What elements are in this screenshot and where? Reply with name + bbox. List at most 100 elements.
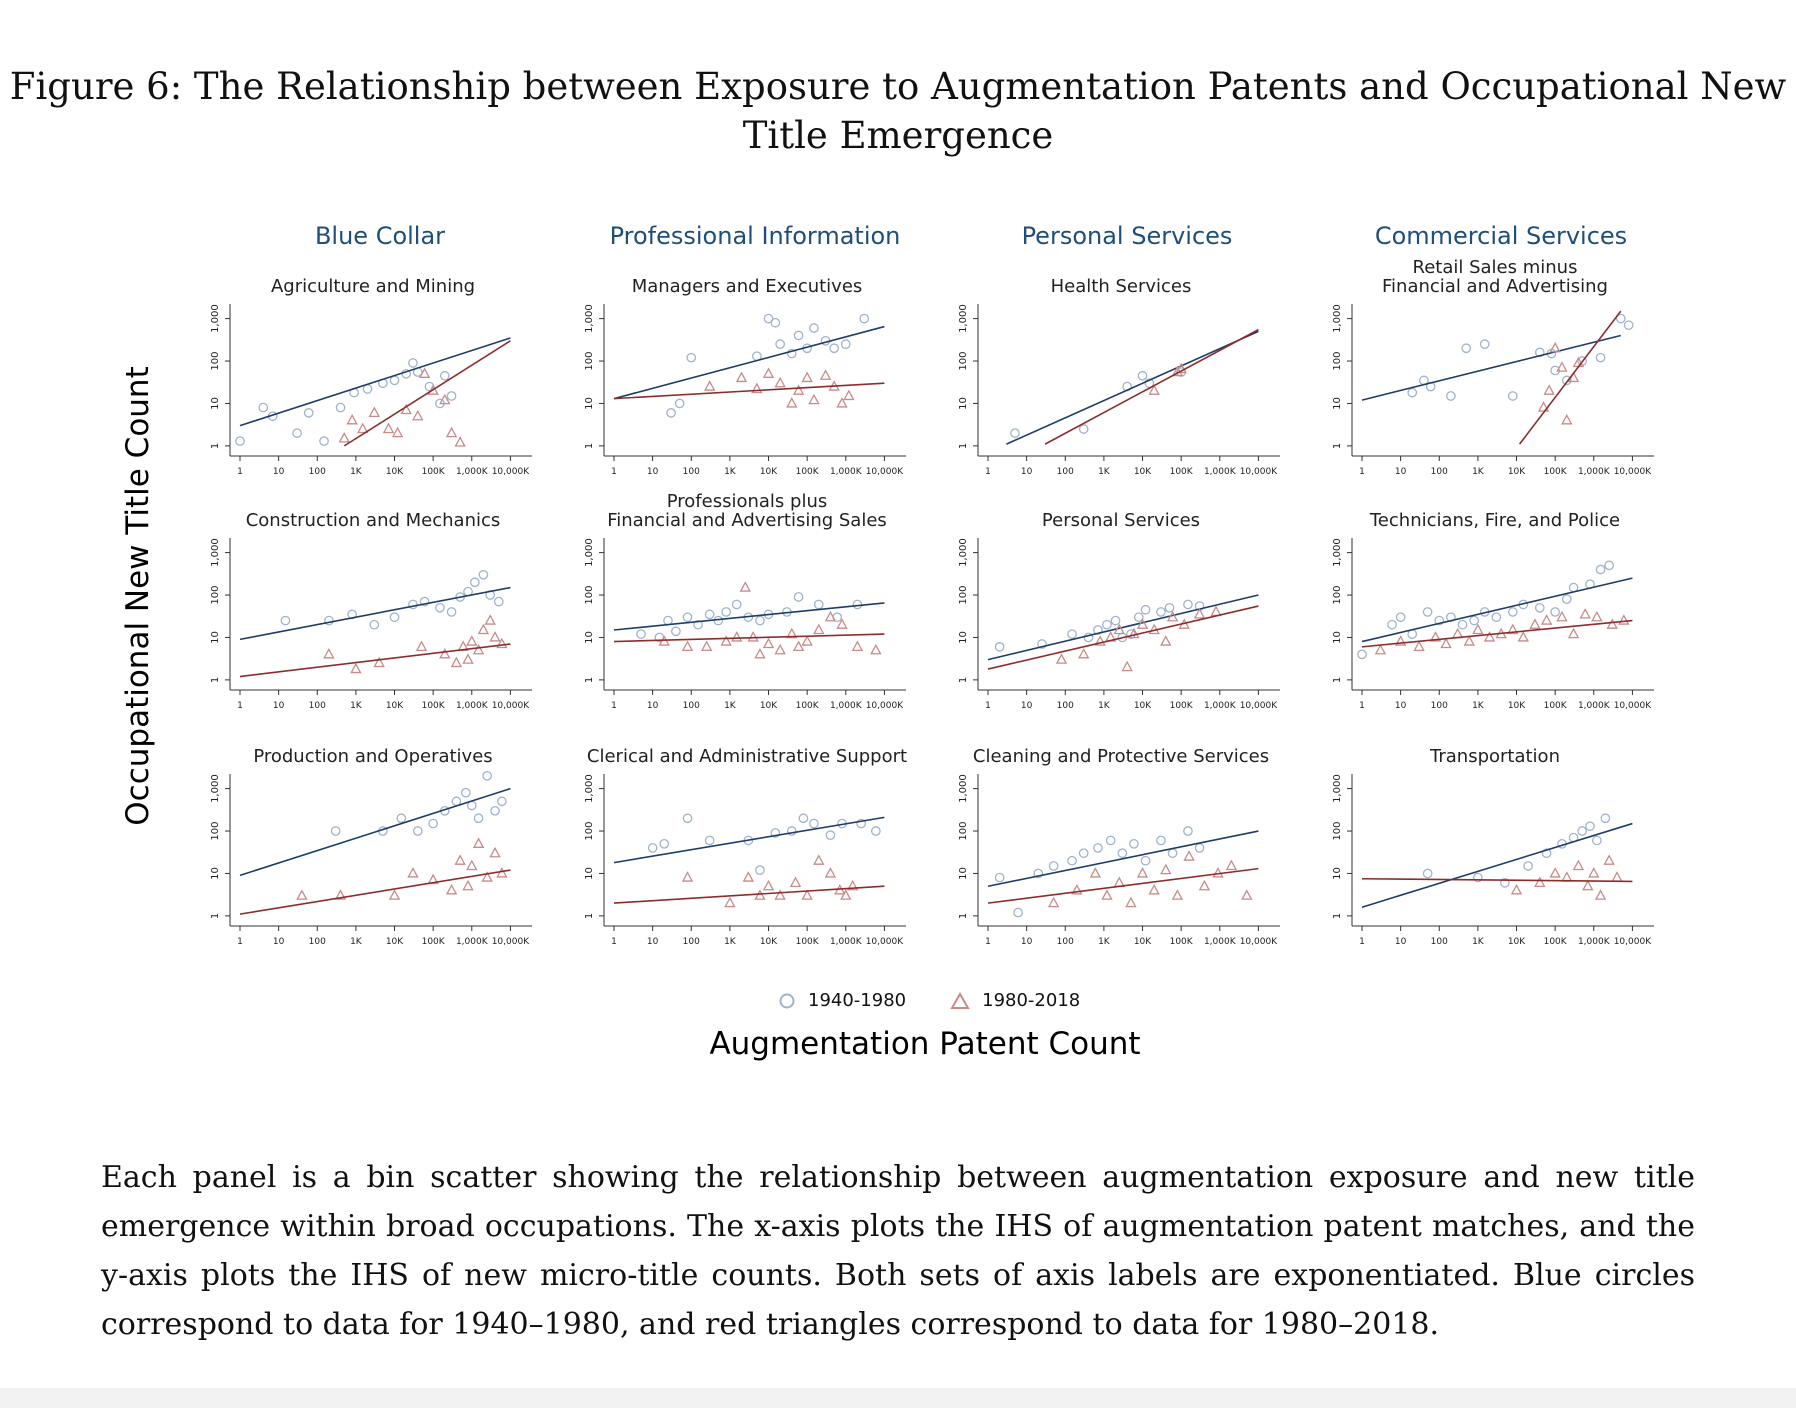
panel-title: Production and Operatives xyxy=(253,746,492,767)
x-tick-label: 100K xyxy=(1170,937,1194,947)
data-point-triangle xyxy=(681,640,694,652)
data-point-circle xyxy=(1600,813,1611,824)
data-point-triangle xyxy=(368,406,381,418)
y-tick-label: 1 xyxy=(584,677,595,683)
data-point-triangle xyxy=(1113,876,1125,888)
data-point-triangle xyxy=(1594,889,1607,900)
data-point-circle xyxy=(813,599,824,610)
x-tick-label: 100K xyxy=(796,467,820,477)
data-point-circle xyxy=(786,348,797,359)
page-footer-strip xyxy=(0,1388,1796,1408)
data-point-circle xyxy=(786,826,797,836)
data-point-triangle xyxy=(496,867,508,878)
fit-line xyxy=(613,885,885,904)
fit-line xyxy=(1361,877,1633,883)
data-point-triangle xyxy=(731,631,743,642)
data-point-triangle xyxy=(450,656,463,668)
data-point-circle xyxy=(682,813,693,824)
x-tick-label: 10,000K xyxy=(866,701,904,711)
data-point-triangle xyxy=(747,631,759,642)
x-tick-label: 100 xyxy=(1057,937,1074,947)
x-tick-label: 100 xyxy=(683,467,700,477)
data-point-circle xyxy=(1167,848,1178,859)
data-point-triangle xyxy=(1472,623,1484,635)
data-point-triangle xyxy=(774,643,786,655)
data-point-circle xyxy=(1037,639,1047,649)
data-point-triangle xyxy=(1549,341,1561,353)
data-point-triangle xyxy=(762,879,775,891)
x-tick-label: 1 xyxy=(237,467,243,477)
data-point-circle xyxy=(1013,907,1023,918)
x-tick-label: 10 xyxy=(1395,937,1407,947)
data-point-circle xyxy=(1137,370,1148,381)
data-point-triangle xyxy=(338,432,350,443)
y-tick-label: 10 xyxy=(1332,867,1343,880)
fit-line xyxy=(987,605,1259,670)
x-tick-label: 100K xyxy=(1170,467,1194,477)
data-point-circle xyxy=(1491,612,1502,623)
x-tick-label: 10,000K xyxy=(1240,701,1278,711)
y-tick-label: 100 xyxy=(1332,585,1343,604)
data-point-circle xyxy=(303,408,314,418)
x-tick-label: 100K xyxy=(1544,467,1568,477)
data-point-circle xyxy=(852,599,863,610)
data-point-circle xyxy=(1407,387,1418,398)
x-tick-label: 100 xyxy=(309,701,326,711)
data-point-circle xyxy=(647,843,658,853)
x-tick-label: 100 xyxy=(683,701,700,711)
data-point-triangle xyxy=(762,367,775,378)
data-point-triangle xyxy=(1193,608,1206,619)
x-tick-label: 1K xyxy=(1472,937,1485,947)
data-point-triangle xyxy=(1175,362,1187,374)
data-point-circle xyxy=(763,313,774,324)
data-point-triangle xyxy=(724,896,736,908)
x-tick-label: 1K xyxy=(350,467,363,477)
data-point-triangle xyxy=(415,640,428,652)
panel-title: Construction and Mechanics xyxy=(246,510,501,531)
x-tick-label: 1,000K xyxy=(456,937,489,947)
x-tick-label: 10K xyxy=(1508,937,1526,947)
data-point-circle xyxy=(775,339,785,349)
y-tick-label: 1 xyxy=(958,443,969,449)
x-tick-label: 100 xyxy=(309,937,326,947)
data-point-triangle xyxy=(1452,627,1464,639)
data-point-circle xyxy=(1395,612,1406,623)
data-point-triangle xyxy=(462,879,474,891)
x-tick-label: 10K xyxy=(760,937,778,947)
data-point-circle xyxy=(809,818,819,829)
fit-line xyxy=(239,869,511,915)
data-point-circle xyxy=(1422,607,1433,617)
x-tick-label: 10,000K xyxy=(492,937,530,947)
data-point-circle xyxy=(1083,632,1094,643)
x-tick-label: 10K xyxy=(1508,467,1526,477)
data-point-circle xyxy=(1093,843,1103,853)
figure-caption: Each panel is a bin scatter showing the … xyxy=(101,1160,1695,1342)
data-point-triangle xyxy=(1089,867,1102,878)
data-point-circle xyxy=(1078,424,1089,434)
x-tick-label: 100 xyxy=(309,467,326,477)
data-point-triangle xyxy=(1071,883,1083,895)
data-point-circle xyxy=(1446,391,1456,401)
data-point-triangle xyxy=(439,393,451,405)
data-point-circle xyxy=(1133,612,1144,623)
data-point-circle xyxy=(1194,843,1205,853)
panel-title: Agriculture and Mining xyxy=(271,276,475,297)
y-tick-label: 1 xyxy=(584,443,595,449)
data-point-triangle xyxy=(840,889,852,900)
panel-title: Health Services xyxy=(1051,276,1192,297)
data-point-circle xyxy=(1129,838,1139,849)
x-tick-label: 100 xyxy=(1431,937,1448,947)
data-point-circle xyxy=(770,828,781,838)
fit-line xyxy=(613,633,885,643)
x-tick-label: 1K xyxy=(1098,467,1111,477)
fit-line xyxy=(1518,310,1622,445)
y-tick-label: 10 xyxy=(210,397,221,410)
data-point-circle xyxy=(1469,615,1479,626)
y-tick-label: 1,000 xyxy=(584,538,595,567)
x-tick-label: 100K xyxy=(1170,701,1194,711)
data-point-triangle xyxy=(1618,614,1630,625)
x-tick-label: 1,000K xyxy=(456,701,489,711)
x-tick-label: 1 xyxy=(985,701,991,711)
fit-line xyxy=(1361,822,1633,908)
data-point-circle xyxy=(1102,619,1112,630)
